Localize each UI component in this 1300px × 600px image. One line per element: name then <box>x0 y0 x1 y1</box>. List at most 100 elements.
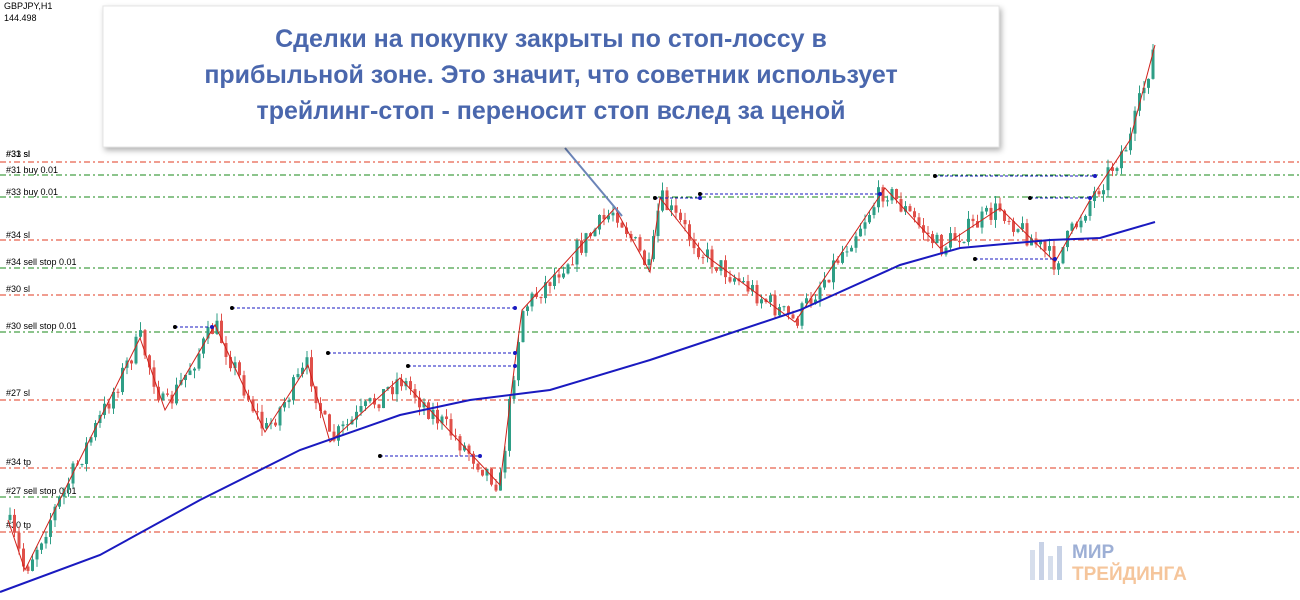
candle-body <box>530 293 534 307</box>
candle-body <box>953 233 957 241</box>
candle-body <box>58 496 61 507</box>
trade-marker <box>1088 196 1092 200</box>
trade-marker <box>210 325 214 329</box>
trade-marker <box>478 454 482 458</box>
candle-body <box>323 410 327 415</box>
candle-body <box>175 384 178 404</box>
candle-body <box>265 423 268 429</box>
candle-body <box>188 370 192 375</box>
candle-body <box>1048 246 1051 251</box>
candle-body <box>49 520 52 537</box>
logo-bar <box>1057 546 1062 580</box>
candle-body <box>1021 223 1024 230</box>
candle-body <box>805 298 808 304</box>
trade-marker <box>878 192 882 196</box>
candle-body <box>787 306 790 315</box>
candle-body <box>656 210 660 237</box>
candle-body <box>823 279 826 288</box>
candle-body <box>301 367 304 375</box>
logo-bar <box>1039 542 1044 580</box>
callout-text: прибыльной зоне. Это значит, что советни… <box>204 61 897 89</box>
candle-body <box>1075 223 1078 228</box>
order-label: #30 sl <box>6 284 30 294</box>
candle-body <box>386 387 390 390</box>
candle-body <box>62 489 66 497</box>
candle-body <box>467 445 471 454</box>
candle-body <box>1003 210 1006 221</box>
candle-body <box>193 368 196 371</box>
candle-body <box>836 260 840 263</box>
candle-body <box>1111 167 1114 171</box>
candle-body <box>526 306 529 312</box>
candle-body <box>445 416 448 420</box>
trade-marker <box>230 306 234 310</box>
candle-body <box>458 436 462 451</box>
logo-bottom: ТРЕЙДИНГА <box>1072 563 1187 585</box>
candle-body <box>1115 168 1119 171</box>
trade-marker <box>1053 257 1057 261</box>
logo-top: МИР <box>1072 542 1114 563</box>
candle-body <box>26 566 30 571</box>
candle-body <box>620 222 624 228</box>
order-label: #27 sell stop 0.01 <box>6 486 77 496</box>
candle-body <box>485 468 489 476</box>
candle-body <box>616 212 619 223</box>
candle-body <box>566 264 570 274</box>
candle-body <box>364 401 367 407</box>
trade-marker <box>326 351 330 355</box>
candle-body <box>112 391 115 409</box>
candle-body <box>976 221 979 228</box>
candle-body <box>674 205 678 213</box>
candle-body <box>404 381 408 387</box>
order-label: #31 buy 0.01 <box>6 165 58 175</box>
candle-body <box>994 203 997 220</box>
candle-body <box>602 214 606 220</box>
candle-body <box>580 240 583 253</box>
candle-body <box>926 232 930 235</box>
candle-body <box>971 218 975 222</box>
candle-body <box>80 464 84 466</box>
candle-body <box>809 298 813 304</box>
candle-body <box>548 282 552 286</box>
candle-body <box>521 311 525 343</box>
candle-body <box>67 483 70 490</box>
candle-body <box>400 379 403 387</box>
candle-body <box>359 406 363 412</box>
candle-body <box>917 217 921 226</box>
candle-body <box>751 284 754 292</box>
candle-body <box>283 402 286 408</box>
candle-body <box>796 318 799 326</box>
candle-body <box>449 419 453 436</box>
callout-text: Сделки на покупку закрыты по стоп-лоссу … <box>275 25 827 53</box>
candle-body <box>557 274 561 278</box>
candle-body <box>791 314 795 319</box>
candle-body <box>260 411 264 429</box>
candle-body <box>422 402 426 408</box>
candle-body <box>494 484 498 491</box>
order-label: #27 sl <box>6 388 30 398</box>
candle-body <box>800 303 804 326</box>
candle-body <box>31 559 34 571</box>
candle-body <box>553 274 556 286</box>
candle-body <box>908 206 912 212</box>
candle-body <box>701 257 705 259</box>
candle-body <box>967 218 970 242</box>
candle-body <box>332 431 336 441</box>
candle-body <box>85 442 88 465</box>
candle-body <box>391 387 394 395</box>
candle-body <box>1061 247 1065 264</box>
candle-body <box>224 343 228 357</box>
candle-body <box>746 281 750 292</box>
candle-body <box>935 234 939 244</box>
order-label: #33 buy 0.01 <box>6 187 58 197</box>
candle-body <box>733 278 736 282</box>
candle-body <box>539 296 543 299</box>
candle-body <box>845 251 849 253</box>
candle-body <box>22 548 25 567</box>
trade-marker <box>173 325 177 329</box>
candle-body <box>17 532 21 549</box>
order-levels: #31 sl#33 sl #31 buy 0.01 #33 buy 0.01 #34 … <box>0 149 1300 533</box>
candle-body <box>544 282 547 299</box>
candle-body <box>305 357 309 368</box>
